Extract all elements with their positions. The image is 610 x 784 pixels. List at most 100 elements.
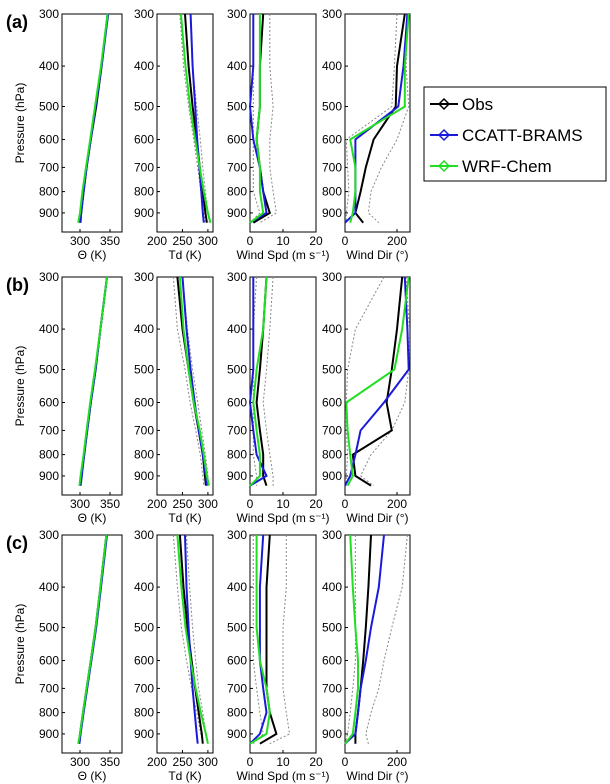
y-tick-label: 900: [227, 727, 247, 741]
x-axis-label: Θ (K): [78, 248, 107, 262]
y-tick-label: 500: [227, 620, 247, 634]
x-tick-label: 300: [198, 234, 218, 248]
y-tick-label: 500: [134, 362, 154, 376]
x-axis-label: Td (K): [168, 248, 201, 262]
y-axis-label: Pressure (hPa): [13, 346, 27, 427]
y-tick-label: 600: [39, 396, 59, 410]
y-tick-label: 500: [227, 99, 247, 113]
y-tick-label: 500: [227, 362, 247, 376]
y-tick-label: 600: [134, 133, 154, 147]
y-tick-label: 500: [322, 99, 342, 113]
spread-line: [172, 276, 205, 486]
profile-line: [178, 276, 210, 486]
y-tick-label: 700: [322, 681, 342, 695]
y-tick-label: 700: [227, 681, 247, 695]
y-tick-label: 800: [134, 185, 154, 199]
profile-line: [78, 276, 108, 486]
y-tick-label: 800: [227, 448, 247, 462]
x-tick-label: 200: [387, 497, 407, 511]
spread-line: [262, 276, 274, 486]
x-tick-label: 0: [247, 755, 254, 769]
y-axis-label: Pressure (hPa): [13, 604, 27, 685]
x-axis-label: Wind Spd (m s⁻¹): [236, 248, 329, 262]
y-tick-label: 500: [322, 362, 342, 376]
x-tick-label: 300: [70, 755, 90, 769]
y-tick-label: 800: [322, 706, 342, 720]
plot-frame: [156, 276, 214, 496]
x-tick-label: 0: [342, 497, 349, 511]
panel-label: (a): [6, 12, 28, 32]
x-tick-label: 250: [172, 755, 192, 769]
y-tick-label: 400: [322, 59, 342, 73]
profile-line: [259, 534, 278, 745]
profile-line: [249, 534, 268, 745]
y-tick-label: 800: [39, 448, 59, 462]
plot-frame: [61, 13, 123, 233]
y-tick-label: 500: [134, 99, 154, 113]
profile-line: [351, 276, 404, 487]
y-tick-label: 700: [227, 423, 247, 437]
profile-line: [248, 14, 268, 224]
x-tick-label: 0: [342, 234, 349, 248]
spread-line: [172, 534, 204, 744]
y-tick-label: 900: [322, 469, 342, 483]
profile-line: [249, 535, 271, 745]
profile-line: [345, 276, 410, 487]
y-tick-label: 300: [322, 270, 342, 284]
y-tick-label: 500: [39, 620, 59, 634]
x-tick-label: 250: [172, 497, 192, 511]
y-tick-label: 300: [39, 7, 59, 21]
x-tick-label: 300: [198, 497, 218, 511]
legend-marker: [437, 97, 451, 111]
y-tick-label: 400: [134, 59, 154, 73]
y-tick-label: 300: [227, 7, 247, 21]
x-tick-label: 10: [276, 755, 290, 769]
x-tick-label: 300: [70, 497, 90, 511]
y-tick-label: 700: [39, 160, 59, 174]
y-tick-label: 600: [322, 396, 342, 410]
profile-line: [349, 13, 410, 223]
y-tick-label: 600: [227, 396, 247, 410]
x-tick-label: 200: [387, 234, 407, 248]
profile-line: [344, 534, 359, 745]
y-axis-label: Pressure (hPa): [13, 83, 27, 164]
x-tick-label: 350: [100, 234, 120, 248]
y-tick-label: 500: [322, 620, 342, 634]
profile-line: [248, 277, 268, 487]
profile-line: [344, 534, 385, 745]
y-tick-label: 600: [39, 133, 59, 147]
y-tick-label: 900: [134, 727, 154, 741]
plot-frame: [61, 534, 123, 754]
y-tick-label: 400: [227, 59, 247, 73]
x-tick-label: 10: [276, 234, 290, 248]
x-axis-label: Td (K): [168, 511, 201, 525]
profile-line: [184, 534, 199, 744]
x-tick-label: 200: [147, 497, 167, 511]
y-tick-label: 500: [39, 362, 59, 376]
y-tick-label: 800: [322, 448, 342, 462]
plot-frame: [61, 276, 123, 496]
spread-line: [359, 276, 411, 487]
x-tick-label: 300: [70, 234, 90, 248]
profile-line: [77, 13, 109, 223]
y-tick-label: 600: [134, 396, 154, 410]
spread-line: [189, 13, 210, 223]
y-tick-label: 900: [134, 469, 154, 483]
x-tick-label: 10: [276, 497, 290, 511]
y-tick-label: 800: [134, 706, 154, 720]
y-tick-label: 300: [322, 7, 342, 21]
y-tick-label: 800: [134, 448, 154, 462]
y-tick-label: 400: [322, 322, 342, 336]
y-tick-label: 700: [134, 160, 154, 174]
y-tick-label: 700: [39, 423, 59, 437]
y-tick-label: 800: [322, 185, 342, 199]
profile-line: [77, 534, 108, 744]
y-tick-label: 300: [227, 528, 247, 542]
y-tick-label: 400: [39, 322, 59, 336]
y-tick-label: 900: [39, 727, 59, 741]
x-tick-label: 200: [147, 234, 167, 248]
y-tick-label: 900: [134, 206, 154, 220]
y-tick-label: 900: [227, 469, 247, 483]
plot-frame: [344, 13, 411, 233]
